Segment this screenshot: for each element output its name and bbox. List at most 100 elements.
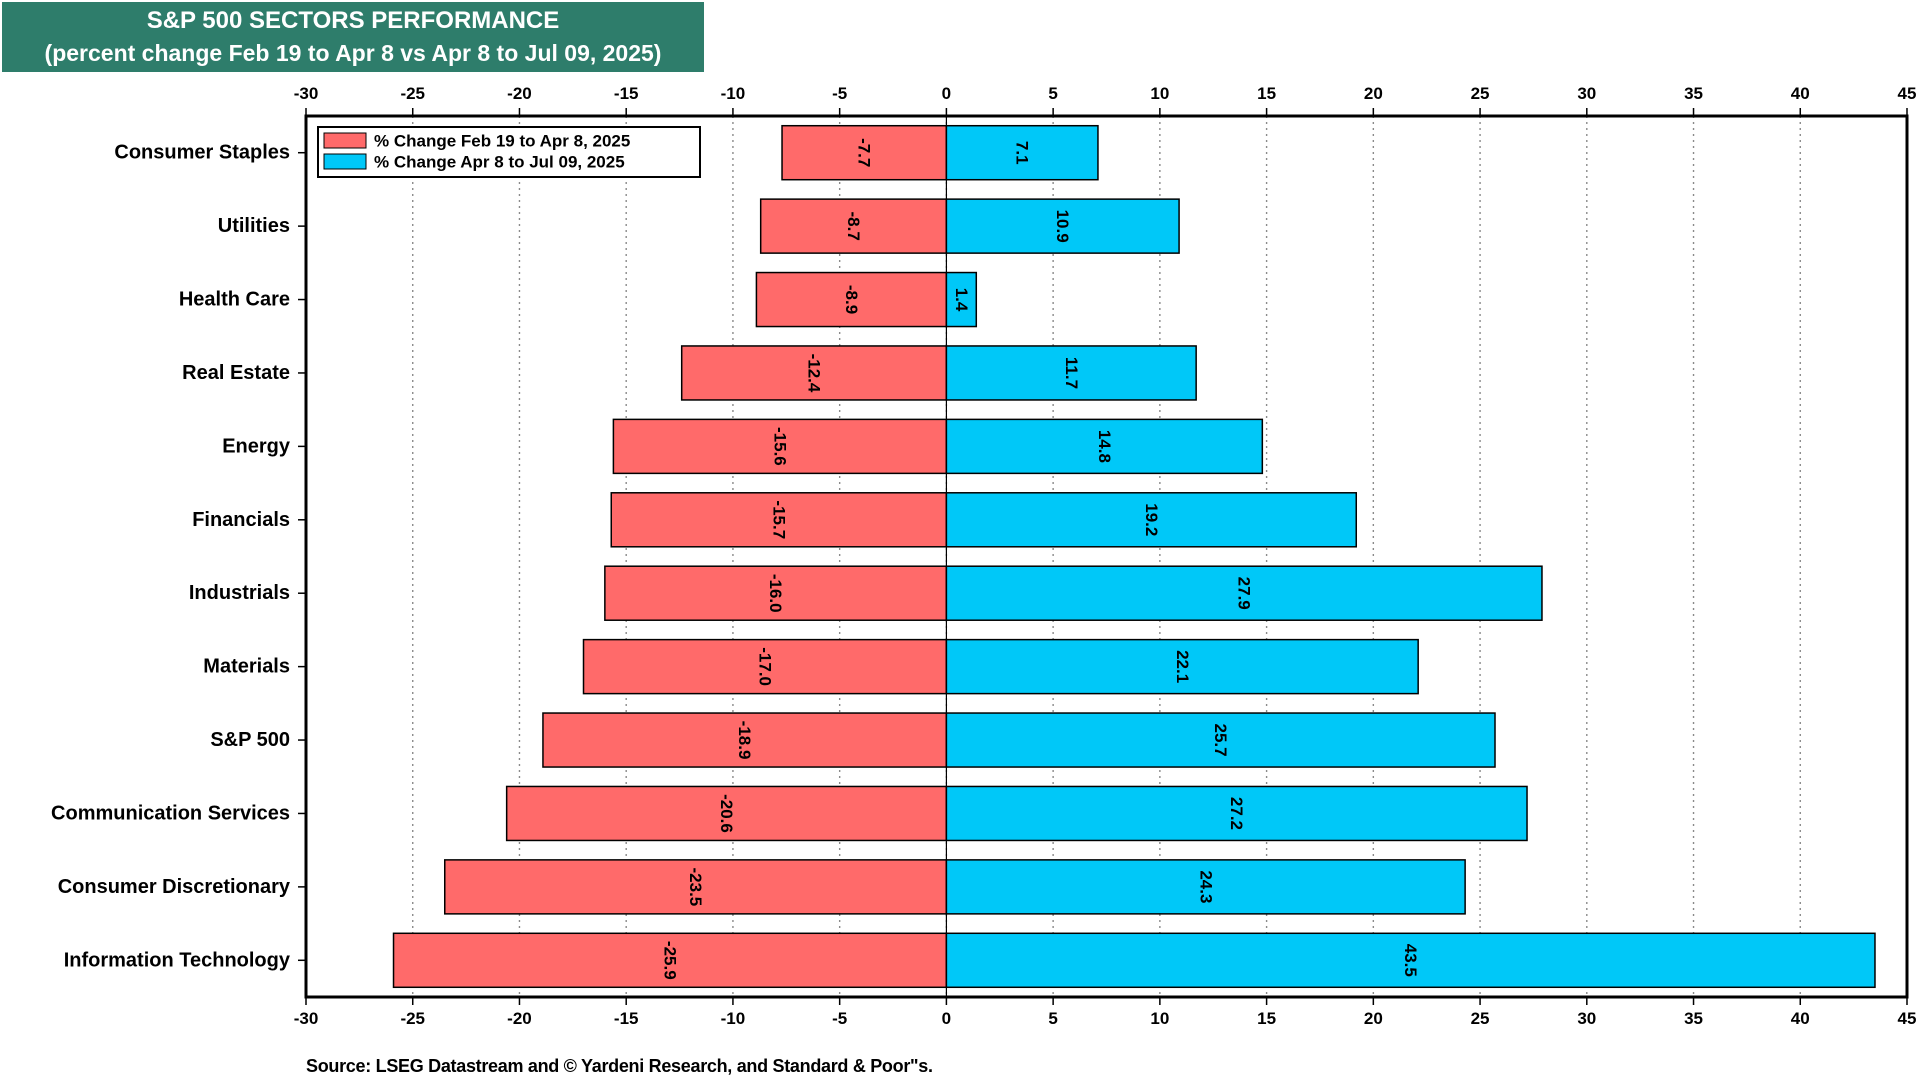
bar-feb-apr bbox=[542, 712, 948, 768]
data-label: -12.4 bbox=[805, 354, 824, 393]
category-label: Information Technology bbox=[64, 949, 291, 971]
x-tick-label-top: -20 bbox=[507, 84, 532, 103]
x-tick-label-top: 15 bbox=[1257, 84, 1276, 103]
data-label: 11.7 bbox=[1062, 357, 1081, 389]
bar-apr-jul bbox=[945, 565, 1543, 621]
x-tick-label-bottom: 15 bbox=[1257, 1009, 1276, 1028]
x-tick-label-bottom: -5 bbox=[832, 1009, 847, 1028]
data-label: 22.1 bbox=[1173, 650, 1192, 683]
bar-apr-jul bbox=[945, 492, 1358, 548]
x-tick-label-top: 0 bbox=[942, 84, 951, 103]
bar-apr-jul bbox=[945, 638, 1419, 695]
category-label: Communication Services bbox=[51, 802, 290, 824]
x-tick-label-top: 5 bbox=[1048, 84, 1057, 103]
bar-feb-apr bbox=[680, 345, 948, 401]
data-label: 24.3 bbox=[1196, 870, 1215, 903]
x-tick-label-top: -5 bbox=[832, 84, 847, 103]
x-tick-label-bottom: -25 bbox=[400, 1009, 425, 1028]
bar-apr-jul bbox=[945, 198, 1180, 254]
title-line-2: (percent change Feb 19 to Apr 8 vs Apr 8… bbox=[44, 40, 662, 66]
x-tick-label-bottom: 0 bbox=[942, 1009, 951, 1028]
bar-feb-apr bbox=[612, 418, 948, 475]
x-tick-label-top: -25 bbox=[400, 84, 425, 103]
data-label: 7.1 bbox=[1013, 141, 1032, 165]
bar-apr-jul bbox=[945, 418, 1264, 475]
bar-apr-jul bbox=[945, 932, 1876, 989]
data-label: -8.7 bbox=[844, 211, 863, 240]
category-label: Financials bbox=[192, 509, 290, 531]
category-label: Real Estate bbox=[182, 362, 290, 384]
category-label: Materials bbox=[203, 656, 290, 678]
data-label: 14.8 bbox=[1095, 430, 1114, 463]
x-tick-label-bottom: 45 bbox=[1898, 1009, 1917, 1028]
x-tick-label-top: -15 bbox=[614, 84, 639, 103]
x-tick-label-bottom: 40 bbox=[1791, 1009, 1810, 1028]
legend-label: % Change Feb 19 to Apr 8, 2025 bbox=[374, 132, 630, 151]
bar-feb-apr bbox=[759, 198, 948, 254]
chart-title: S&P 500 SECTORS PERFORMANCE (percent cha… bbox=[2, 2, 704, 72]
legend-swatch-apr-jul bbox=[323, 153, 367, 170]
data-label: -8.9 bbox=[842, 285, 861, 314]
legend-label: % Change Apr 8 to Jul 09, 2025 bbox=[374, 153, 625, 172]
x-tick-label-bottom: -15 bbox=[614, 1009, 639, 1028]
category-label: Energy bbox=[222, 435, 291, 457]
plot-border bbox=[304, 114, 1909, 999]
bar-feb-apr bbox=[610, 492, 948, 548]
x-tick-label-top: -10 bbox=[721, 84, 746, 103]
category-label: Health Care bbox=[179, 289, 290, 311]
legend bbox=[317, 126, 701, 178]
legend-swatch-feb-apr bbox=[323, 132, 367, 149]
title-line-1: S&P 500 SECTORS PERFORMANCE bbox=[146, 7, 560, 34]
bar-feb-apr bbox=[755, 271, 948, 328]
plot-area bbox=[306, 116, 1907, 997]
x-tick-label-top: 10 bbox=[1150, 84, 1169, 103]
x-tick-label-bottom: 25 bbox=[1471, 1009, 1490, 1028]
bar-apr-jul bbox=[945, 785, 1528, 842]
x-tick-label-top: 45 bbox=[1898, 84, 1917, 103]
bar-apr-jul bbox=[945, 124, 1099, 181]
bar-apr-jul bbox=[945, 345, 1197, 401]
data-label: 1.4 bbox=[952, 288, 971, 312]
x-tick-label-top: -30 bbox=[294, 84, 319, 103]
x-tick-label-top: 30 bbox=[1577, 84, 1596, 103]
bar-feb-apr bbox=[444, 859, 948, 915]
x-tick-label-bottom: 10 bbox=[1150, 1009, 1169, 1028]
x-tick-label-bottom: 20 bbox=[1364, 1009, 1383, 1028]
x-tick-label-top: 20 bbox=[1364, 84, 1383, 103]
x-tick-label-bottom: -20 bbox=[507, 1009, 532, 1028]
category-label: Consumer Discretionary bbox=[58, 876, 291, 898]
bar-feb-apr bbox=[781, 124, 948, 181]
data-label: -15.7 bbox=[769, 500, 788, 539]
x-tick-label-bottom: 5 bbox=[1048, 1009, 1057, 1028]
bar-feb-apr bbox=[604, 565, 948, 621]
data-label: 25.7 bbox=[1211, 723, 1230, 756]
x-tick-label-bottom: 35 bbox=[1684, 1009, 1703, 1028]
bar-feb-apr bbox=[582, 638, 948, 695]
data-label: -20.6 bbox=[717, 794, 736, 833]
bar-apr-jul bbox=[945, 712, 1496, 768]
data-label: 43.5 bbox=[1401, 944, 1420, 977]
data-label: -7.7 bbox=[855, 138, 874, 167]
data-label: 10.9 bbox=[1053, 210, 1072, 243]
data-label: -15.6 bbox=[770, 427, 789, 466]
category-label: S&P 500 bbox=[210, 729, 290, 751]
x-tick-label-top: 35 bbox=[1684, 84, 1703, 103]
data-label: 19.2 bbox=[1142, 503, 1161, 536]
source-note: Source: LSEG Datastream and © Yardeni Re… bbox=[306, 1056, 933, 1076]
data-label: -16.0 bbox=[766, 574, 785, 613]
data-label: -18.9 bbox=[735, 721, 754, 760]
data-label: 27.9 bbox=[1235, 577, 1254, 610]
data-label: -25.9 bbox=[660, 941, 679, 980]
x-tick-label-top: 25 bbox=[1471, 84, 1490, 103]
data-label: -17.0 bbox=[755, 647, 774, 686]
category-label: Consumer Staples bbox=[114, 142, 290, 164]
x-tick-label-top: 40 bbox=[1791, 84, 1810, 103]
x-tick-label-bottom: -30 bbox=[294, 1009, 319, 1028]
bar-apr-jul bbox=[945, 271, 978, 328]
bar-apr-jul bbox=[945, 859, 1466, 915]
x-tick-label-bottom: -10 bbox=[721, 1009, 746, 1028]
x-tick-label-bottom: 30 bbox=[1577, 1009, 1596, 1028]
data-label: 27.2 bbox=[1227, 797, 1246, 830]
category-label: Industrials bbox=[189, 582, 290, 604]
